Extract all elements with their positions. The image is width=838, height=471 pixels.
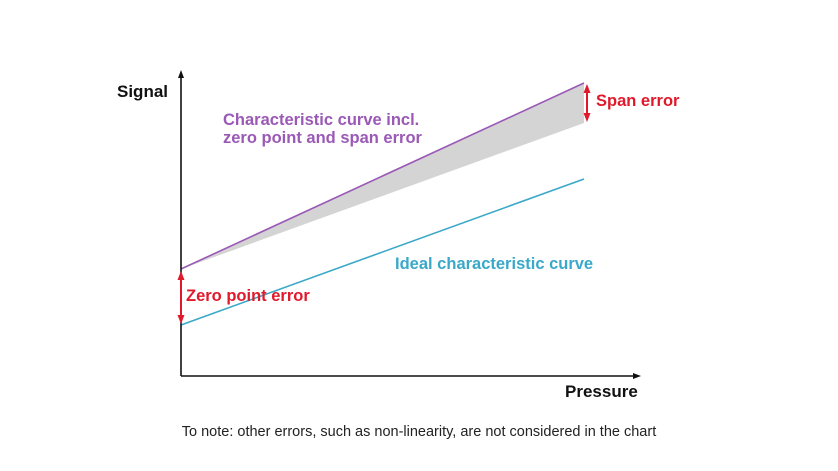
x-axis-arrowhead <box>633 373 641 379</box>
y-axis-label: Signal <box>117 82 169 101</box>
span-error-label: Span error <box>596 92 680 110</box>
span-error-arrow <box>583 84 591 122</box>
actual-curve-label: Characteristic curve incl. zero point an… <box>223 111 422 147</box>
footnote: To note: other errors, such as non-linea… <box>181 424 657 440</box>
actual-curve-label-line1: Characteristic curve incl. <box>223 111 420 129</box>
actual-characteristic-line <box>180 82 585 270</box>
x-axis-label: Pressure <box>565 382 638 401</box>
zero-point-error-label: Zero point error <box>186 287 310 305</box>
zero-point-error-arrow <box>177 271 185 324</box>
y-axis-arrowhead <box>178 70 184 78</box>
actual-curve-label-line2: zero point and span error <box>223 129 422 147</box>
ideal-curve-label: Ideal characteristic curve <box>395 255 594 273</box>
ideal-characteristic-line <box>180 178 585 326</box>
